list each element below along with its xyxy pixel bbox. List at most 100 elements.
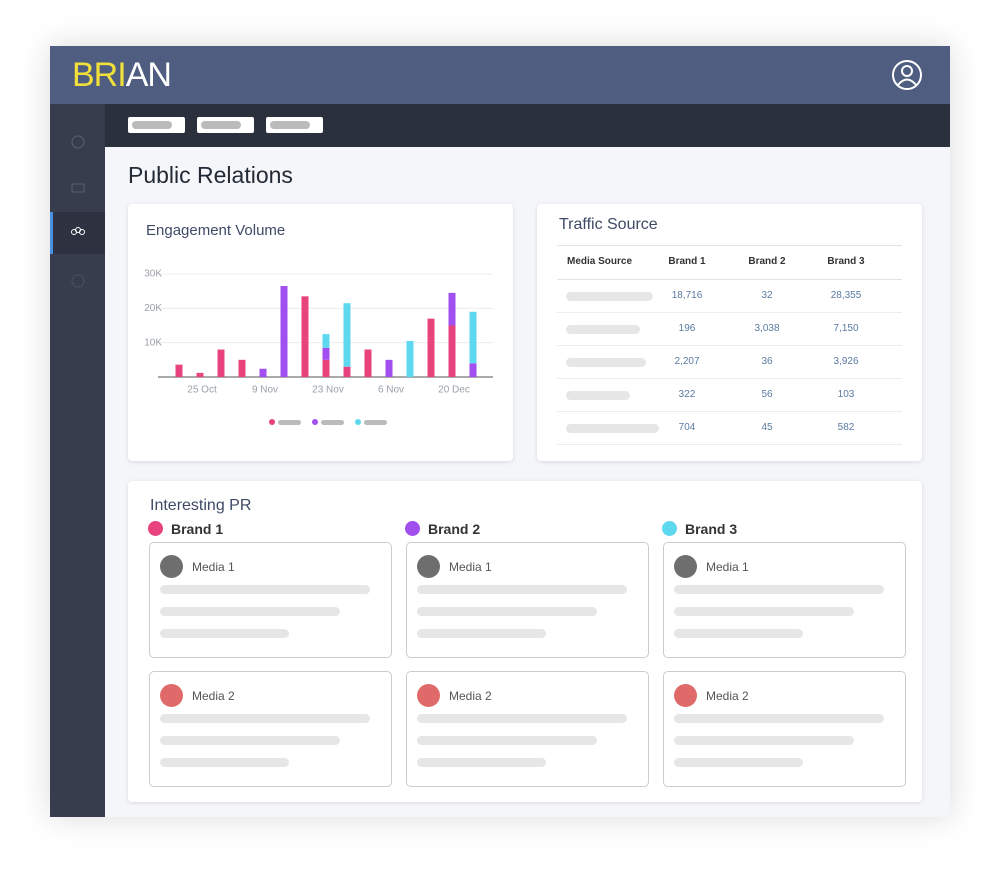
pr-title: Interesting PR: [150, 497, 252, 514]
user-icon[interactable]: [891, 59, 923, 91]
bar: [196, 372, 204, 377]
legend-swatch: [355, 419, 361, 425]
table-cell: 45: [761, 422, 773, 433]
media-card[interactable]: Media 2: [149, 671, 392, 787]
table-cell: 56: [761, 389, 773, 400]
placeholder-bar: [160, 629, 289, 638]
table-cell: 103: [837, 389, 855, 400]
placeholder-bar: [417, 758, 546, 767]
chart-title: Engagement Volume: [146, 222, 286, 239]
table-card: Traffic Source Media Source Brand 1 Brand …: [537, 204, 922, 461]
legend-placeholder: [321, 420, 344, 425]
table-cell: 582: [837, 422, 855, 433]
placeholder-bar: [417, 714, 627, 723]
placeholder-bar: [566, 325, 640, 334]
y-tick-label: 30K: [144, 269, 162, 280]
placeholder-bar: [674, 629, 803, 638]
media-avatar: [674, 684, 697, 707]
placeholder-bar: [674, 607, 854, 616]
bar: [175, 364, 183, 377]
x-tick-label: 9 Nov: [252, 385, 278, 396]
bar: [322, 347, 330, 360]
table-cell: 28,355: [830, 290, 862, 301]
placeholder-bar: [417, 736, 597, 745]
table-cell: 3,926: [833, 356, 859, 367]
placeholder-bar: [160, 607, 340, 616]
x-tick-label: 25 Oct: [187, 385, 217, 396]
media-card[interactable]: Media 1: [406, 542, 649, 658]
brand-dot: [662, 521, 677, 536]
table-cell: 704: [678, 422, 696, 433]
filter-chip[interactable]: [266, 117, 323, 133]
placeholder-bar: [566, 424, 659, 433]
chart: 10K 20K 30K 25 Oct 9 Nov 23 Nov 6 Nov 20 Dec: [144, 269, 493, 425]
logo[interactable]: BRIAN: [72, 56, 172, 95]
placeholder-bar: [417, 607, 597, 616]
top-bar: BRIAN: [50, 46, 950, 104]
table-cell: 7,150: [833, 323, 859, 334]
filter-bar: [105, 104, 950, 147]
table-cell: 36: [761, 356, 773, 367]
table-title: Traffic Source: [559, 216, 658, 233]
brand-dot: [148, 521, 163, 536]
media-name: Media 2: [706, 689, 749, 703]
table-row: 2,207 36 3,926: [557, 346, 902, 379]
placeholder-bar: [160, 736, 340, 745]
filter-chip[interactable]: [197, 117, 254, 133]
bar: [448, 292, 456, 326]
table-cell: 32: [761, 290, 773, 301]
legend-placeholder: [364, 420, 387, 425]
media-avatar: [674, 555, 697, 578]
brand-name: Brand 3: [685, 521, 738, 537]
media-card[interactable]: Media 2: [406, 671, 649, 787]
header-cell: Brand 3: [827, 256, 865, 267]
bar: [385, 359, 393, 377]
bar: [469, 363, 477, 377]
header-cell: Media Source: [567, 256, 633, 267]
media-name: Media 2: [449, 689, 492, 703]
media-name: Media 1: [706, 560, 749, 574]
table-row: 322 56 103: [557, 379, 902, 412]
sidebar: [50, 104, 105, 817]
legend-swatch: [312, 419, 318, 425]
bar: [238, 359, 246, 377]
media-avatar: [417, 555, 440, 578]
media-card[interactable]: Media 1: [149, 542, 392, 658]
y-tick-label: 20K: [144, 303, 162, 314]
bar: [469, 311, 477, 364]
sidebar-active[interactable]: [50, 212, 105, 254]
table-cell: 18,716: [671, 290, 703, 301]
table-row: 704 45 582: [557, 412, 902, 445]
placeholder-bar: [674, 585, 884, 594]
table-cell: 2,207: [674, 356, 700, 367]
bar: [427, 318, 435, 377]
bar: [322, 334, 330, 348]
y-tick-label: 10K: [144, 337, 162, 348]
media-name: Media 2: [192, 689, 235, 703]
table-cell: 196: [678, 323, 696, 334]
filter-chip[interactable]: [128, 117, 185, 133]
bar: [259, 368, 267, 377]
brand-name: Brand 2: [428, 521, 481, 537]
bar: [322, 359, 330, 377]
media-card[interactable]: Media 2: [663, 671, 906, 787]
placeholder-bar: [417, 585, 627, 594]
media-avatar: [160, 684, 183, 707]
media-card[interactable]: Media 1: [663, 542, 906, 658]
x-tick-label: 23 Nov: [312, 385, 344, 396]
media-avatar: [417, 684, 440, 707]
media-avatar: [160, 555, 183, 578]
bar: [301, 296, 309, 377]
placeholder-bar: [674, 714, 884, 723]
table-row: 196 3,038 7,150: [557, 313, 902, 346]
pr-card: Interesting PR Brand 1 Media 1 Media 2 Bran…: [128, 481, 922, 802]
bar: [364, 349, 372, 377]
bar: [448, 325, 456, 377]
media-name: Media 1: [449, 560, 492, 574]
sidebar-icons[interactable]: [70, 134, 86, 294]
bar: [406, 340, 414, 377]
table-cell: 3,038: [754, 323, 780, 334]
x-tick-label: 6 Nov: [378, 385, 404, 396]
legend-placeholder: [278, 420, 301, 425]
x-tick-label: 20 Dec: [438, 385, 470, 396]
